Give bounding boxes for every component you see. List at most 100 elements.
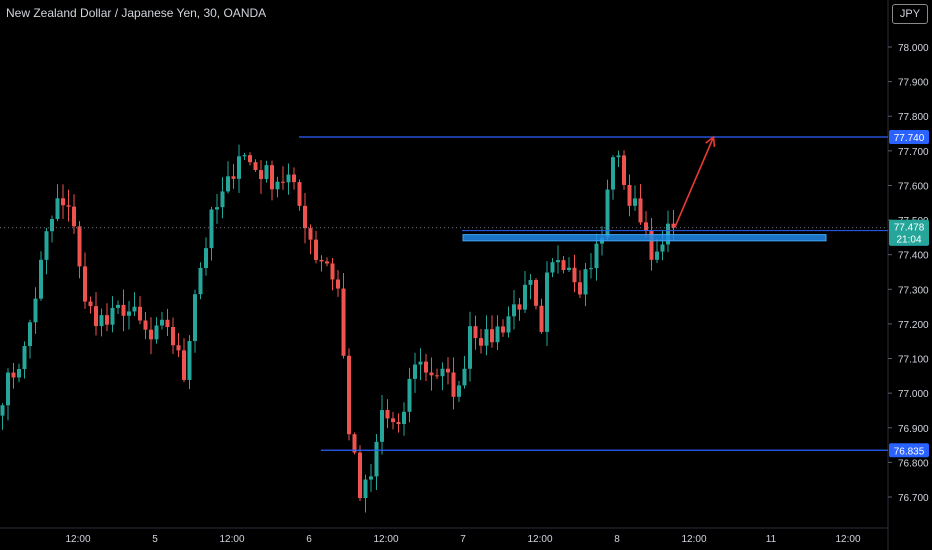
candle-body — [391, 418, 395, 423]
candle-body — [484, 329, 489, 346]
candle-body — [556, 260, 560, 263]
x-tick-label: 11 — [766, 534, 777, 545]
candle-body — [649, 230, 654, 260]
candle-body — [259, 170, 263, 180]
candle-body — [638, 198, 643, 223]
candle-body — [666, 223, 670, 245]
candle-body — [204, 248, 208, 268]
candle-body — [402, 411, 406, 425]
x-tick-label: 6 — [306, 534, 312, 545]
candle-body — [6, 372, 10, 406]
candle-body — [143, 320, 148, 330]
candle-body — [292, 174, 296, 183]
candle-body — [270, 165, 274, 190]
candle-body — [325, 261, 329, 264]
candle-body — [495, 326, 500, 343]
candle-body — [655, 251, 659, 260]
candle-body — [0, 405, 5, 416]
chart-title: New Zealand Dollar / Japanese Yen, 30, O… — [6, 6, 267, 20]
candle-body — [220, 191, 225, 208]
candle-body — [297, 182, 302, 206]
currency-selector[interactable]: JPY — [892, 4, 928, 24]
y-tick-label: 77.300 — [898, 285, 929, 296]
candle-body — [396, 422, 401, 425]
candle-body — [55, 198, 60, 220]
projection-arrow — [674, 136, 715, 228]
y-tick-label: 77.900 — [898, 78, 929, 89]
candle-body — [539, 305, 544, 332]
candle-body — [176, 345, 181, 351]
candle-body — [22, 346, 27, 370]
candle-body — [644, 222, 648, 231]
candle-body — [616, 155, 621, 158]
candle-body — [94, 306, 98, 327]
candle-body — [66, 205, 71, 207]
candle-body — [39, 259, 43, 299]
candle-body — [50, 219, 54, 232]
candle-body — [286, 174, 291, 183]
candle-body — [165, 319, 170, 328]
candle-body — [33, 298, 38, 323]
y-tick-label: 77.600 — [898, 181, 929, 192]
candle-body — [512, 304, 516, 317]
candle-body — [171, 327, 175, 346]
candle-body — [501, 326, 505, 333]
candle-body — [451, 372, 456, 397]
candle-body — [132, 306, 137, 312]
y-tick-label: 77.100 — [898, 355, 929, 366]
candle-body — [545, 272, 549, 332]
candle-body — [308, 228, 313, 240]
candle-body — [457, 385, 461, 397]
x-tick-label: 12:00 — [219, 534, 244, 545]
candle-body — [242, 155, 247, 157]
candle-body — [160, 319, 164, 326]
x-tick-label: 5 — [152, 534, 158, 545]
candle-body — [330, 263, 335, 280]
candle-body — [193, 294, 197, 341]
support-zone-rectangle — [462, 234, 827, 242]
candle-body — [528, 279, 533, 285]
level-price-label: 77.740 — [894, 133, 925, 144]
candle-body — [479, 338, 483, 346]
candle-body — [319, 259, 324, 262]
candle-body — [17, 369, 21, 378]
arrow-head — [705, 135, 716, 148]
candle-body — [253, 162, 258, 171]
candle-body — [627, 184, 632, 206]
candle-body — [138, 306, 142, 321]
candle-body — [314, 239, 318, 260]
candle-body — [149, 329, 153, 340]
candle-body — [418, 361, 423, 365]
candle-body — [61, 198, 65, 206]
y-tick-label: 77.000 — [898, 389, 929, 400]
candle-body — [440, 368, 445, 377]
candle-body — [226, 176, 230, 192]
candle-body — [633, 198, 637, 206]
candle-body — [374, 441, 379, 477]
candle-body — [578, 282, 582, 295]
y-tick-label: 76.800 — [898, 458, 929, 469]
y-tick-label: 77.800 — [898, 112, 929, 123]
candle-body — [28, 322, 32, 347]
x-tick-label: 12:00 — [681, 534, 706, 545]
candle-body — [358, 452, 362, 499]
candle-body — [660, 244, 665, 252]
candle-body — [209, 209, 214, 249]
candle-body — [347, 355, 351, 435]
candle-body — [83, 266, 87, 302]
candle-body — [182, 350, 186, 380]
candle-body — [413, 364, 417, 379]
y-tick-label: 76.900 — [898, 424, 929, 435]
candle-body — [462, 368, 467, 386]
candle-body — [523, 284, 527, 310]
x-tick-label: 7 — [460, 534, 466, 545]
candle-body — [121, 304, 126, 316]
candle-body — [187, 340, 192, 380]
candle-body — [248, 155, 252, 163]
x-tick-label: 12:00 — [835, 534, 860, 545]
candle-body — [352, 434, 357, 453]
candle-body — [77, 226, 82, 267]
candle-body — [407, 378, 412, 412]
candle-body — [363, 479, 368, 499]
